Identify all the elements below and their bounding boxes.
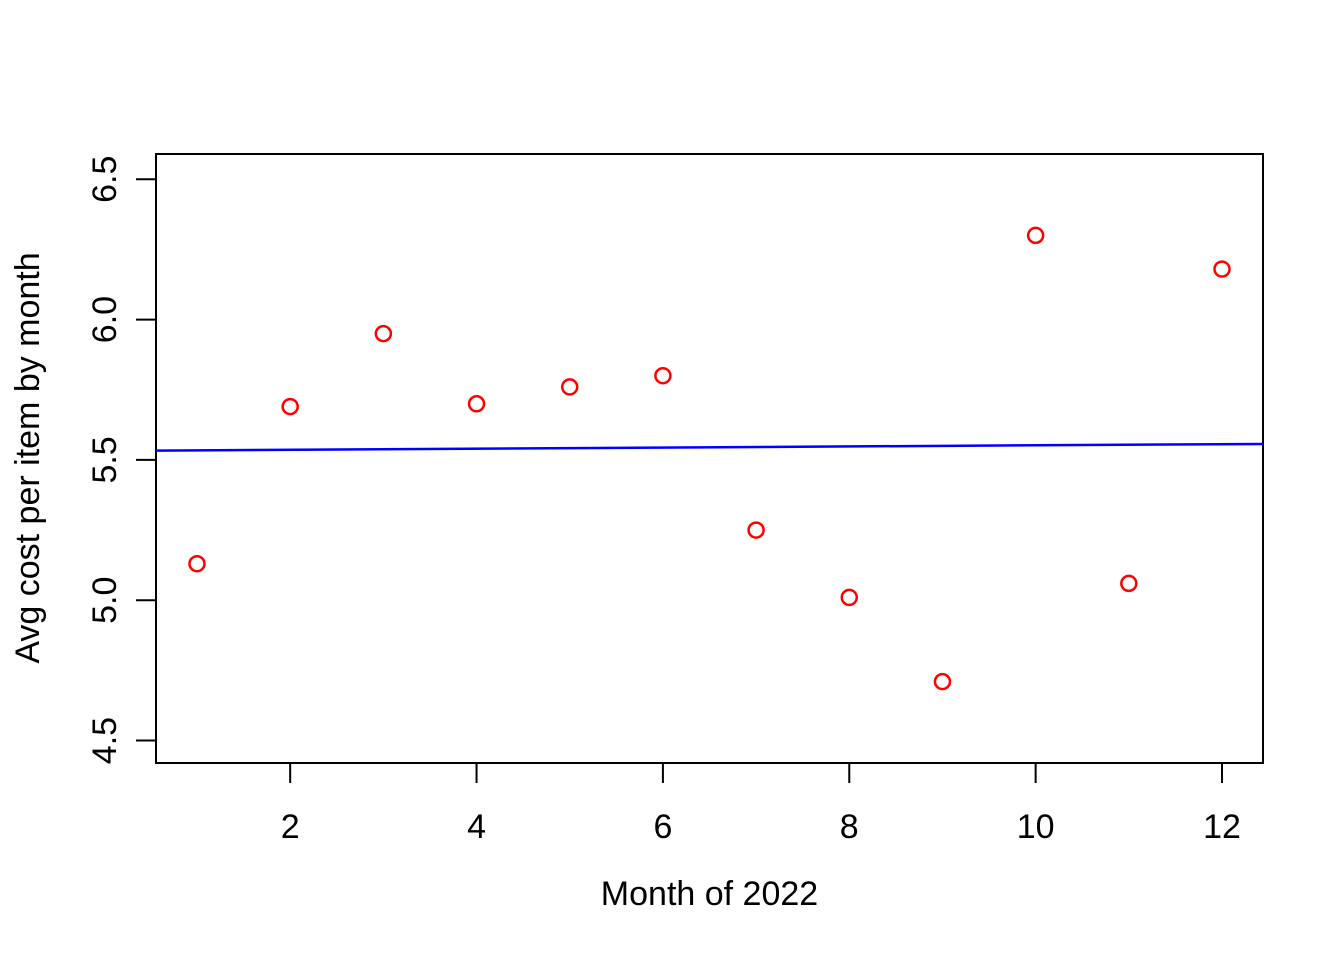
data-point xyxy=(654,366,672,385)
y-tick-label: 4.5 xyxy=(86,717,124,764)
data-point xyxy=(840,588,859,607)
x-tick-label: 12 xyxy=(1203,808,1241,846)
data-point xyxy=(1213,260,1231,278)
data-point xyxy=(467,395,486,413)
x-tick-label: 4 xyxy=(467,808,486,846)
y-tick-label: 6.0 xyxy=(86,296,124,343)
y-tick-label: 5.5 xyxy=(86,436,124,483)
y-axis-label: Avg cost per item by month xyxy=(9,252,47,664)
data-point xyxy=(747,521,765,539)
data-point xyxy=(1120,574,1138,593)
plot-border xyxy=(155,153,1264,764)
y-tick-label: 5.0 xyxy=(86,577,124,624)
x-tick-label: 10 xyxy=(1017,808,1055,846)
data-point xyxy=(281,397,299,416)
data-point xyxy=(188,554,206,573)
x-tick-label: 2 xyxy=(281,808,300,846)
data-point xyxy=(933,672,952,691)
data-point xyxy=(374,324,393,343)
x-axis-label: Month of 2022 xyxy=(600,875,819,913)
x-tick-label: 8 xyxy=(840,808,859,846)
data-point xyxy=(560,378,579,396)
x-tick-label: 6 xyxy=(653,808,672,846)
trend-line xyxy=(155,442,1264,452)
y-tick-label: 6.5 xyxy=(86,156,124,203)
data-point xyxy=(1026,226,1045,245)
